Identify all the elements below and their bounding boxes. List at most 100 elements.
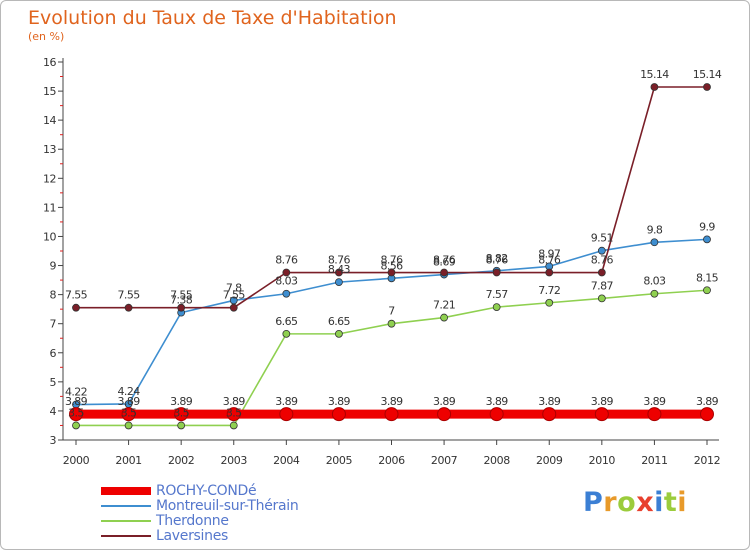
data-point <box>177 303 186 312</box>
data-point <box>597 246 606 255</box>
data-label: 3.89 <box>696 395 719 408</box>
data-point <box>226 407 241 422</box>
data-label: 4.22 <box>65 386 87 399</box>
x-tick-label: 2002 <box>168 454 194 467</box>
y-tick-label: 14 <box>43 114 56 127</box>
data-point <box>650 289 659 298</box>
x-tick-label: 2003 <box>221 454 248 467</box>
data-label: 3.5 <box>68 406 84 419</box>
data-point <box>650 83 659 91</box>
data-label: 8.97 <box>538 247 561 260</box>
data-label: 6.65 <box>275 315 298 328</box>
y-tick-label: 4 <box>50 405 57 418</box>
data-label: 8.82 <box>486 252 508 265</box>
data-point <box>121 407 136 422</box>
data-label: 7.8 <box>226 281 242 294</box>
legend-swatch <box>101 519 151 522</box>
data-label: 9.51 <box>591 232 613 245</box>
legend-item: Therdonne <box>101 513 298 529</box>
data-label: 7.72 <box>538 284 560 297</box>
x-tick-label: 2006 <box>378 454 405 467</box>
data-point <box>703 83 711 91</box>
data-point <box>703 286 711 295</box>
data-label: 9.8 <box>647 223 663 236</box>
data-label: 3.89 <box>170 395 193 408</box>
x-tick-label: 2012 <box>694 454 720 467</box>
x-tick-label: 2009 <box>536 454 563 467</box>
data-label: 7.57 <box>486 288 509 301</box>
data-point <box>489 407 504 422</box>
y-tick-label: 15 <box>43 85 56 98</box>
data-point <box>229 421 238 430</box>
y-tick-label: 7 <box>50 318 57 331</box>
data-point <box>492 268 501 277</box>
data-label: 3.89 <box>380 395 403 408</box>
legend-item: ROCHY-CONDé <box>101 483 298 499</box>
proxiti-logo: Proxiti <box>583 487 687 518</box>
legend: ROCHY-CONDé Montreuil-sur-Thérain Therdonn… <box>101 483 299 544</box>
data-point <box>335 268 343 277</box>
legend-item: Montreuil-sur-Thérain <box>101 497 299 514</box>
legend-swatch <box>101 534 151 537</box>
data-label: 6.65 <box>328 315 351 328</box>
data-label: 15.14 <box>640 68 669 81</box>
data-label: 8.03 <box>275 275 298 288</box>
data-point <box>440 313 448 322</box>
data-label: 7.87 <box>591 279 614 292</box>
y-tick-label: 3 <box>50 434 57 447</box>
data-point <box>229 303 238 312</box>
y-tick-label: 12 <box>43 172 56 185</box>
data-point <box>69 407 83 422</box>
legend-label: Montreuil-sur-Thérain <box>156 497 299 514</box>
data-point <box>335 329 343 338</box>
data-point <box>492 303 501 312</box>
y-tick-label: 16 <box>43 56 56 69</box>
data-label: 3.89 <box>433 395 456 408</box>
x-tick-label: 2001 <box>115 454 141 467</box>
data-label: 8.76 <box>591 254 614 267</box>
data-point <box>384 407 399 422</box>
data-label: 3.89 <box>591 395 614 408</box>
y-tick-label: 6 <box>50 347 57 360</box>
y-tick-label: 9 <box>50 260 57 273</box>
data-label: 7.21 <box>433 299 455 312</box>
data-point <box>703 235 711 244</box>
logo-letter: r <box>603 487 618 518</box>
x-tick-label: 2000 <box>63 454 90 467</box>
data-point <box>335 278 343 287</box>
x-tick-label: 2011 <box>641 454 667 467</box>
data-label: 8.43 <box>328 263 351 276</box>
data-label: 7 <box>388 305 395 318</box>
data-point <box>124 303 133 312</box>
y-tick-label: 8 <box>50 289 57 302</box>
data-label: 7.55 <box>118 289 141 302</box>
data-point <box>650 238 659 247</box>
data-label: 8.56 <box>380 259 403 272</box>
data-point <box>282 268 291 277</box>
y-tick-label: 5 <box>50 376 57 389</box>
logo-letter: i <box>677 487 688 518</box>
data-label: 7.55 <box>223 289 246 302</box>
data-label: 3.89 <box>223 395 246 408</box>
data-point <box>440 268 448 277</box>
y-tick-label: 10 <box>43 230 56 243</box>
data-point <box>387 268 396 277</box>
data-point <box>177 421 186 430</box>
data-label: 3.89 <box>486 395 509 408</box>
data-label: 3.5 <box>121 406 137 419</box>
data-label: 8.03 <box>643 275 666 288</box>
logo-letter: o <box>617 487 637 518</box>
data-label: 8.76 <box>538 254 561 267</box>
data-point <box>72 303 80 312</box>
data-point <box>545 268 554 277</box>
legend-swatch <box>101 504 151 507</box>
data-label: 3.89 <box>538 395 561 408</box>
data-point <box>545 298 554 307</box>
data-point <box>331 407 346 422</box>
data-point <box>279 407 294 422</box>
x-tick-label: 2005 <box>326 454 353 467</box>
data-point <box>437 407 452 422</box>
data-label: 3.89 <box>65 395 88 408</box>
chart-title: Evolution du Taux de Taxe d'Habitation <box>28 7 397 29</box>
